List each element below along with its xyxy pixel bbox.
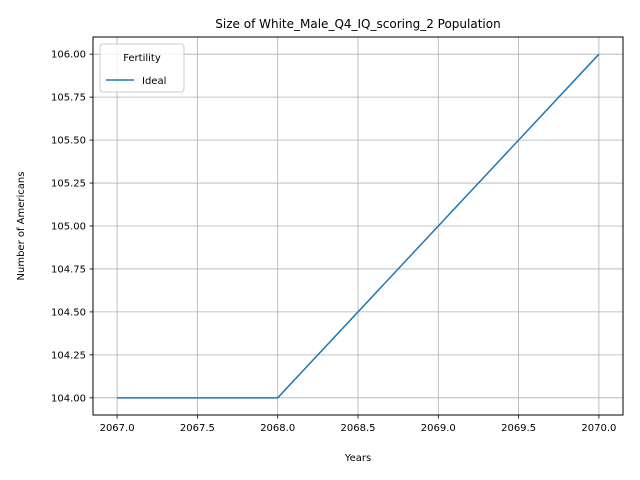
- y-tick-label: 105.75: [51, 93, 86, 104]
- chart-title: Size of White_Male_Q4_IQ_scoring_2 Popul…: [215, 17, 500, 31]
- y-tick-label: 104.50: [51, 307, 86, 318]
- x-tick-label: 2067.5: [180, 423, 215, 434]
- legend: Fertility Ideal: [99, 43, 185, 93]
- x-tick-label: 2069.5: [501, 423, 536, 434]
- x-tick-label: 2068.0: [260, 423, 295, 434]
- y-tick-label: 105.00: [51, 222, 86, 233]
- x-tick-label: 2068.5: [341, 423, 376, 434]
- legend-title: Fertility: [123, 53, 161, 64]
- y-tick-label: 104.75: [51, 264, 86, 275]
- x-tick-label: 2070.0: [581, 423, 616, 434]
- x-tick-label: 2069.0: [421, 423, 456, 434]
- y-tick-label: 106.00: [51, 50, 86, 61]
- y-axis-ticks: 104.00 104.25 104.50 104.75 105.00 105.25 105.…: [51, 50, 93, 404]
- legend-entry-label: Ideal: [142, 76, 166, 87]
- y-tick-label: 105.25: [51, 179, 86, 190]
- series-lines: [117, 53, 600, 399]
- x-tick-label: 2067.0: [100, 423, 135, 434]
- x-axis-ticks: 2067.0 2067.5 2068.0 2068.5 2069.0 2069.5 2070…: [100, 415, 616, 434]
- y-tick-label: 104.00: [51, 393, 86, 404]
- y-tick-label: 104.25: [51, 350, 86, 361]
- plot-frame: [92, 36, 624, 416]
- y-axis-label: Number of Americans: [16, 172, 27, 281]
- x-axis-label: Years: [344, 453, 371, 464]
- y-tick-label: 105.50: [51, 136, 86, 147]
- series-line-ideal: [117, 53, 600, 399]
